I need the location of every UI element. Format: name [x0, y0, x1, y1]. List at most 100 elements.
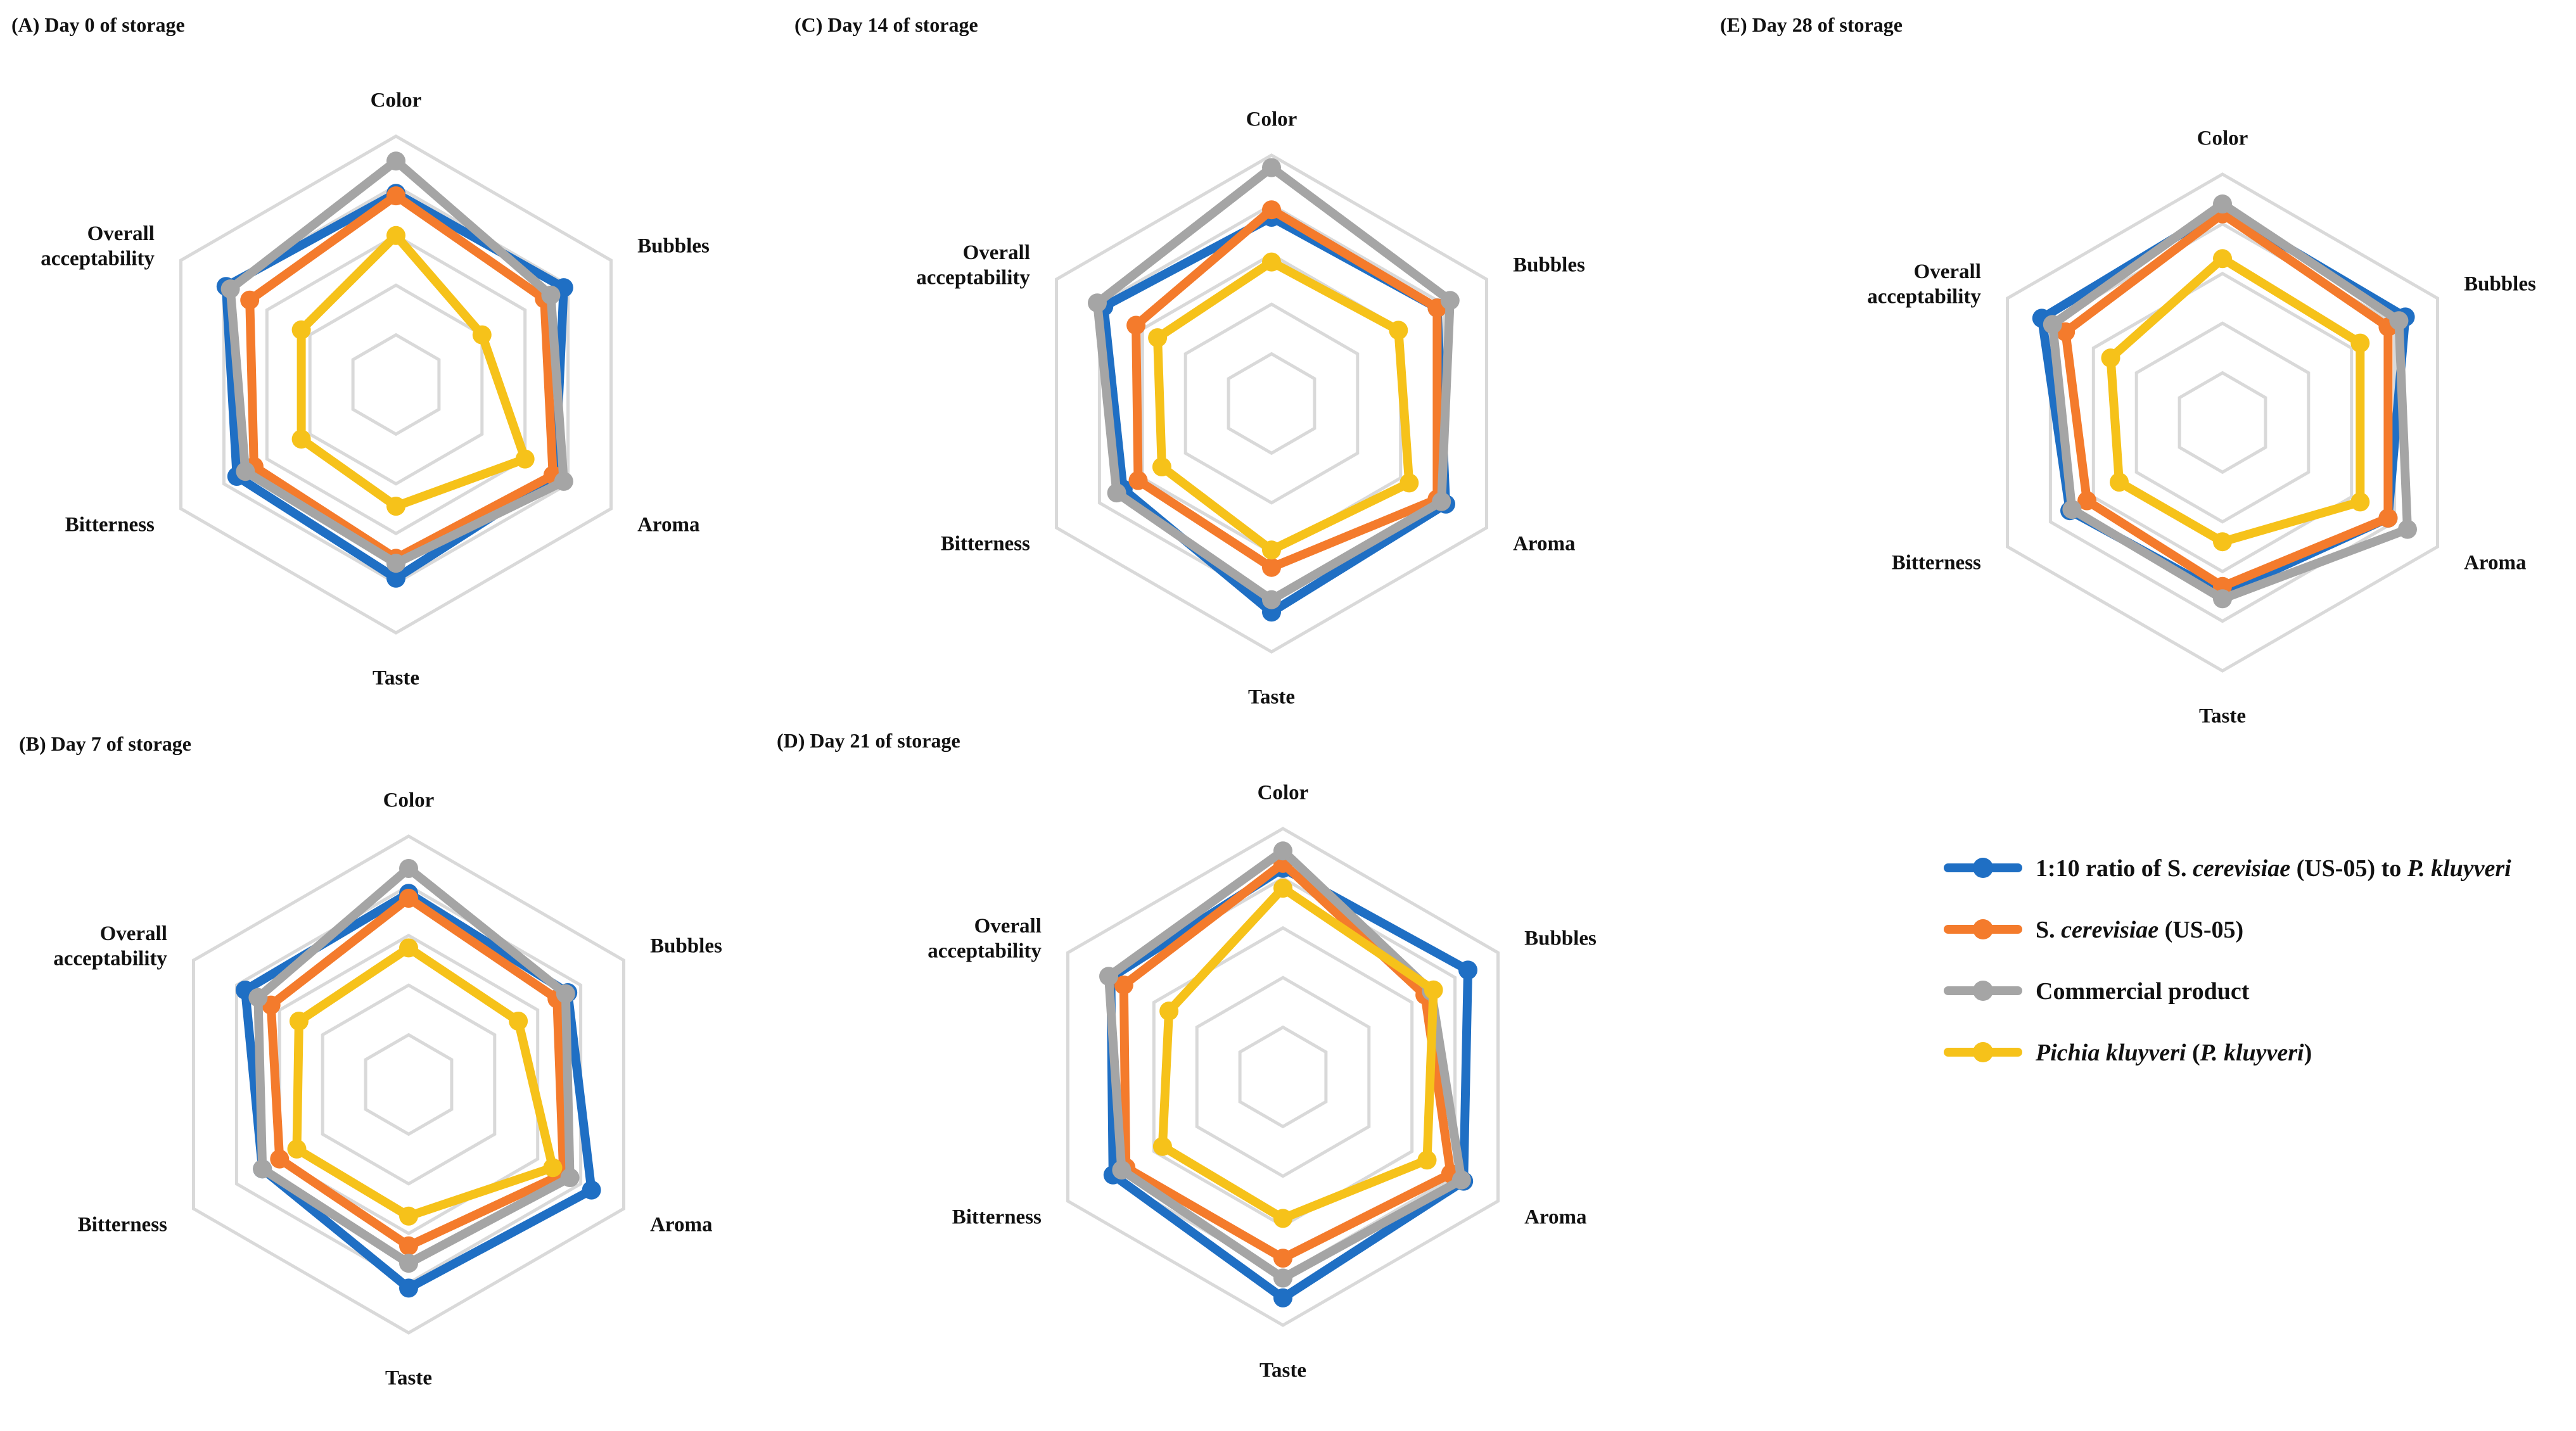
point-commercial-color [1262, 158, 1281, 177]
point-pk-bubbles [1424, 980, 1443, 1000]
point-commercial-bitterness [1107, 483, 1126, 503]
point-pk-aroma [1417, 1150, 1437, 1170]
axis-label-line: Aroma [637, 514, 699, 537]
point-commercial-bubbles [556, 984, 575, 1003]
legend-label-part: (US-05) [2158, 917, 2243, 943]
axis-label-bubbles: Bubbles [650, 935, 722, 958]
point-pk-overall [289, 1012, 309, 1031]
gridline-level-2 [1238, 1025, 1328, 1129]
point-pk-bubbles [472, 325, 492, 345]
point-pk-bitterness [1152, 457, 1171, 476]
legend-label-part: Pichia kluyveri [2035, 1040, 2186, 1066]
series-pk [1152, 879, 1443, 1228]
point-pk-bitterness [287, 1139, 307, 1159]
gridline-level-2 [351, 333, 441, 436]
point-commercial-taste [1262, 590, 1281, 609]
point-blend-bubbles [1458, 960, 1477, 980]
gridline-level-10 [192, 834, 625, 1335]
gridline-level-10 [179, 134, 613, 635]
axis-label-line: acceptability [53, 947, 167, 970]
point-commercial-aroma [1432, 492, 1451, 511]
point-pk-aroma [2350, 492, 2370, 512]
axis-label-line: Taste [2199, 705, 2246, 728]
legend-swatch-marker [1973, 858, 1993, 878]
point-blend-taste [386, 568, 405, 588]
radar-panel-day-21: (D) Day 21 of storage Color Bubbles Aroma T… [777, 729, 1597, 1382]
axis-label-overall: Overall acceptability [41, 222, 155, 270]
axis-label-line: Aroma [650, 1214, 712, 1237]
point-pk-color [1273, 879, 1292, 898]
gridline-level-4 [2134, 321, 2311, 524]
axis-label-line: Color [1258, 782, 1309, 805]
axis-label-bitterness: Bitterness [1892, 552, 1981, 575]
legend-label-part: cerevisiae [2061, 917, 2158, 943]
gridline-level-10 [2006, 172, 2439, 673]
axis-label-line: Color [383, 789, 435, 812]
panel-title-day-21: (D) Day 21 of storage [777, 729, 960, 752]
radar-series-group [1088, 158, 1460, 622]
axis-label-line: Bitterness [1892, 552, 1981, 575]
axis-label-bitterness: Bitterness [65, 514, 155, 537]
point-sc-aroma [2378, 508, 2398, 528]
axis-label-line: Bubbles [1524, 927, 1597, 950]
point-commercial-taste [1273, 1268, 1292, 1288]
axis-label-aroma: Aroma [1524, 1206, 1586, 1229]
legend-item-commercial: Commercial product [1944, 978, 2250, 1005]
axis-label-taste: Taste [385, 1367, 432, 1390]
point-commercial-overall [1099, 967, 1118, 986]
axis-label-color: Color [2197, 127, 2248, 150]
point-commercial-taste [2213, 589, 2232, 609]
point-sc-color [386, 186, 405, 206]
axis-label-bitterness: Bitterness [952, 1206, 1042, 1229]
gridline-level-2 [1227, 352, 1317, 455]
point-commercial-color [1273, 841, 1292, 861]
axis-label-taste: Taste [2199, 705, 2246, 728]
axis-label-overall: Overall acceptability [916, 241, 1030, 289]
axis-label-line: Bubbles [2464, 273, 2536, 296]
point-commercial-aroma [554, 471, 573, 491]
legend-swatch-marker [1973, 981, 1993, 1001]
legend-label: S. cerevisiae (US-05) [2036, 917, 2243, 943]
axis-label-line: Bubbles [637, 235, 710, 258]
point-commercial-overall [2043, 315, 2062, 334]
axis-label-line: acceptability [1867, 285, 1981, 308]
legend-label: Commercial product [2036, 978, 2250, 1005]
legend-label-part: ( [2186, 1040, 2200, 1066]
axis-label-line: Overall [963, 241, 1030, 264]
point-pk-bubbles [2350, 333, 2370, 353]
gridline-level-10 [1055, 153, 1488, 654]
point-sc-bitterness [1128, 471, 1148, 490]
point-pk-color [1262, 252, 1281, 272]
legend-label-part: Commercial product [2036, 978, 2250, 1005]
axis-label-line: Bitterness [941, 533, 1030, 556]
axis-label-bubbles: Bubbles [2464, 273, 2536, 296]
legend-label-part: ) [2304, 1040, 2312, 1066]
axis-label-overall: Overall acceptability [1867, 260, 1981, 308]
point-sc-overall [1114, 976, 1133, 995]
axis-label-line: Color [2197, 127, 2248, 150]
gridline-level-4 [1195, 976, 1371, 1178]
series-sc [1126, 200, 1447, 577]
point-blend-aroma [582, 1180, 601, 1200]
axis-label-line: Bitterness [65, 514, 155, 537]
gridline-level-6 [265, 233, 527, 536]
series-pk [1148, 252, 1419, 560]
point-commercial-bitterness [2062, 500, 2082, 519]
point-sc-bitterness [270, 1149, 290, 1169]
axis-label-line: Overall [87, 222, 155, 245]
point-commercial-color [399, 859, 418, 878]
gridline-level-4 [1183, 302, 1360, 505]
legend-item-pk: Pichia kluyveri (P. kluyveri) [1944, 1040, 2312, 1066]
point-pk-color [386, 226, 405, 245]
axis-label-color: Color [371, 89, 422, 112]
point-sc-overall [1126, 315, 1146, 335]
point-pk-bitterness [2110, 473, 2129, 492]
panel-title-day-7: (B) Day 7 of storage [19, 732, 191, 755]
point-commercial-color [386, 151, 405, 171]
gridline-level-10 [1066, 827, 1500, 1327]
axis-label-line: Color [371, 89, 422, 112]
point-sc-bitterness [2077, 491, 2097, 511]
point-commercial-bitterness [1112, 1161, 1132, 1180]
axis-label-line: Taste [373, 667, 419, 690]
